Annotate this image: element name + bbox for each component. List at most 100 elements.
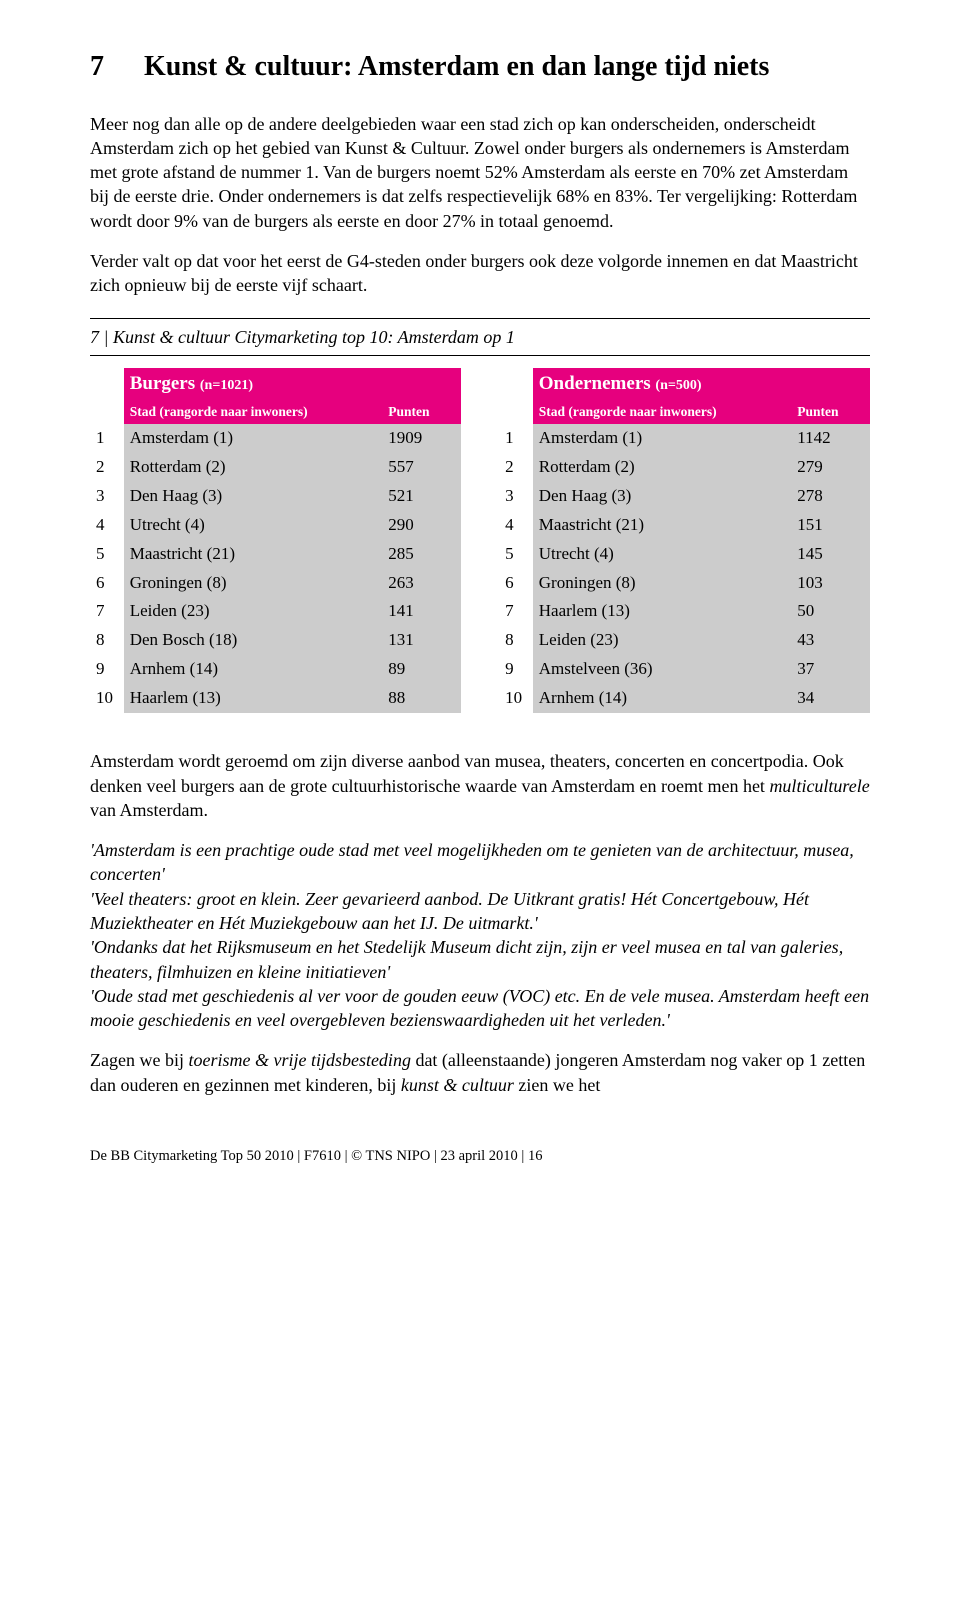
points-cell: 1142: [791, 424, 870, 453]
quote-1: 'Amsterdam is een prachtige oude stad me…: [90, 838, 870, 887]
p3-a: Amsterdam wordt geroemd om zijn diverse …: [90, 751, 844, 795]
table-row: 2Rotterdam (2)5572Rotterdam (2)279: [90, 453, 870, 482]
ranking-table: Burgers (n=1021) Ondernemers (n=500) Sta…: [90, 368, 870, 713]
city-cell: Maastricht (21): [124, 540, 383, 569]
points-cell: 278: [791, 482, 870, 511]
rank-cell: 10: [499, 684, 533, 713]
rank-cell: 4: [90, 511, 124, 540]
city-cell: Groningen (8): [124, 569, 383, 598]
city-cell: Arnhem (14): [533, 684, 792, 713]
points-cell: 557: [382, 453, 461, 482]
rank-cell: 6: [499, 569, 533, 598]
points-cell: 285: [382, 540, 461, 569]
city-cell: Leiden (23): [124, 597, 383, 626]
city-cell: Arnhem (14): [124, 655, 383, 684]
burgers-n: (n=1021): [200, 378, 253, 393]
p4-d-italic: kunst & cultuur: [401, 1075, 514, 1095]
p3-c: van Amsterdam.: [90, 800, 208, 820]
p4-e: zien we het: [514, 1075, 600, 1095]
burgers-label: Burgers: [130, 373, 195, 394]
table-row: 9Arnhem (14)899Amstelveen (36)37: [90, 655, 870, 684]
city-cell: Amstelveen (36): [533, 655, 792, 684]
points-cell: 43: [791, 626, 870, 655]
table-row: 5Maastricht (21)2855Utrecht (4)145: [90, 540, 870, 569]
points-cell: 141: [382, 597, 461, 626]
city-cell: Amsterdam (1): [124, 424, 383, 453]
rank-cell: 8: [499, 626, 533, 655]
table-row: 7Leiden (23)1417Haarlem (13)50: [90, 597, 870, 626]
rank-cell: 5: [90, 540, 124, 569]
city-cell: Utrecht (4): [533, 540, 792, 569]
city-cell: Groningen (8): [533, 569, 792, 598]
col-city-right: Stad (rangorde naar inwoners): [533, 400, 792, 424]
city-cell: Haarlem (13): [124, 684, 383, 713]
col-city-left: Stad (rangorde naar inwoners): [124, 400, 383, 424]
col-pts-right: Punten: [791, 400, 870, 424]
points-cell: 131: [382, 626, 461, 655]
body-paragraph-3: Amsterdam wordt geroemd om zijn diverse …: [90, 749, 870, 822]
points-cell: 263: [382, 569, 461, 598]
p4-a: Zagen we bij: [90, 1050, 188, 1070]
city-cell: Rotterdam (2): [124, 453, 383, 482]
rank-cell: 4: [499, 511, 533, 540]
rank-cell: 1: [90, 424, 124, 453]
points-cell: 279: [791, 453, 870, 482]
table-row: 4Utrecht (4)2904Maastricht (21)151: [90, 511, 870, 540]
points-cell: 89: [382, 655, 461, 684]
rank-cell: 3: [90, 482, 124, 511]
points-cell: 37: [791, 655, 870, 684]
table-row: 10Haarlem (13)8810Arnhem (14)34: [90, 684, 870, 713]
city-cell: Den Haag (3): [124, 482, 383, 511]
col-pts-left: Punten: [382, 400, 461, 424]
points-cell: 145: [791, 540, 870, 569]
rank-cell: 7: [499, 597, 533, 626]
ondernemers-label: Ondernemers: [539, 373, 651, 394]
points-cell: 151: [791, 511, 870, 540]
quote-4: 'Oude stad met geschiedenis al ver voor …: [90, 984, 870, 1033]
rank-cell: 9: [499, 655, 533, 684]
points-cell: 34: [791, 684, 870, 713]
points-cell: 290: [382, 511, 461, 540]
rank-cell: 8: [90, 626, 124, 655]
rank-cell: 3: [499, 482, 533, 511]
table-row: 1Amsterdam (1)19091Amsterdam (1)1142: [90, 424, 870, 453]
intro-paragraph-1: Meer nog dan alle op de andere deelgebie…: [90, 112, 870, 233]
quotes-block: 'Amsterdam is een prachtige oude stad me…: [90, 838, 870, 1032]
quote-3: 'Ondanks dat het Rijksmuseum en het Sted…: [90, 935, 870, 984]
table-row: 3Den Haag (3)5213Den Haag (3)278: [90, 482, 870, 511]
city-cell: Rotterdam (2): [533, 453, 792, 482]
table-row: 6Groningen (8)2636Groningen (8)103: [90, 569, 870, 598]
section-title: Kunst & cultuur: Amsterdam en dan lange …: [144, 50, 870, 84]
points-cell: 50: [791, 597, 870, 626]
points-cell: 88: [382, 684, 461, 713]
city-cell: Haarlem (13): [533, 597, 792, 626]
table-row: 8Den Bosch (18)1318Leiden (23)43: [90, 626, 870, 655]
city-cell: Leiden (23): [533, 626, 792, 655]
section-number: 7: [90, 50, 144, 84]
points-cell: 521: [382, 482, 461, 511]
intro-paragraph-2: Verder valt op dat voor het eerst de G4-…: [90, 249, 870, 298]
city-cell: Maastricht (21): [533, 511, 792, 540]
points-cell: 1909: [382, 424, 461, 453]
rank-cell: 2: [90, 453, 124, 482]
city-cell: Amsterdam (1): [533, 424, 792, 453]
quote-2: 'Veel theaters: groot en klein. Zeer gev…: [90, 887, 870, 936]
rank-cell: 2: [499, 453, 533, 482]
city-cell: Utrecht (4): [124, 511, 383, 540]
ondernemers-n: (n=500): [655, 378, 701, 393]
rank-cell: 5: [499, 540, 533, 569]
rank-cell: 9: [90, 655, 124, 684]
table-caption: 7 | Kunst & cultuur Citymarketing top 10…: [90, 318, 870, 356]
p4-b-italic: toerisme & vrije tijdsbesteding: [188, 1050, 410, 1070]
ondernemers-header: Ondernemers (n=500): [533, 368, 870, 400]
city-cell: Den Haag (3): [533, 482, 792, 511]
rank-cell: 10: [90, 684, 124, 713]
page-heading: 7Kunst & cultuur: Amsterdam en dan lange…: [90, 50, 870, 84]
rank-cell: 6: [90, 569, 124, 598]
points-cell: 103: [791, 569, 870, 598]
body-paragraph-4: Zagen we bij toerisme & vrije tijdsbeste…: [90, 1048, 870, 1097]
rank-cell: 7: [90, 597, 124, 626]
rank-cell: 1: [499, 424, 533, 453]
city-cell: Den Bosch (18): [124, 626, 383, 655]
p3-b-italic: multiculturele: [769, 776, 869, 796]
